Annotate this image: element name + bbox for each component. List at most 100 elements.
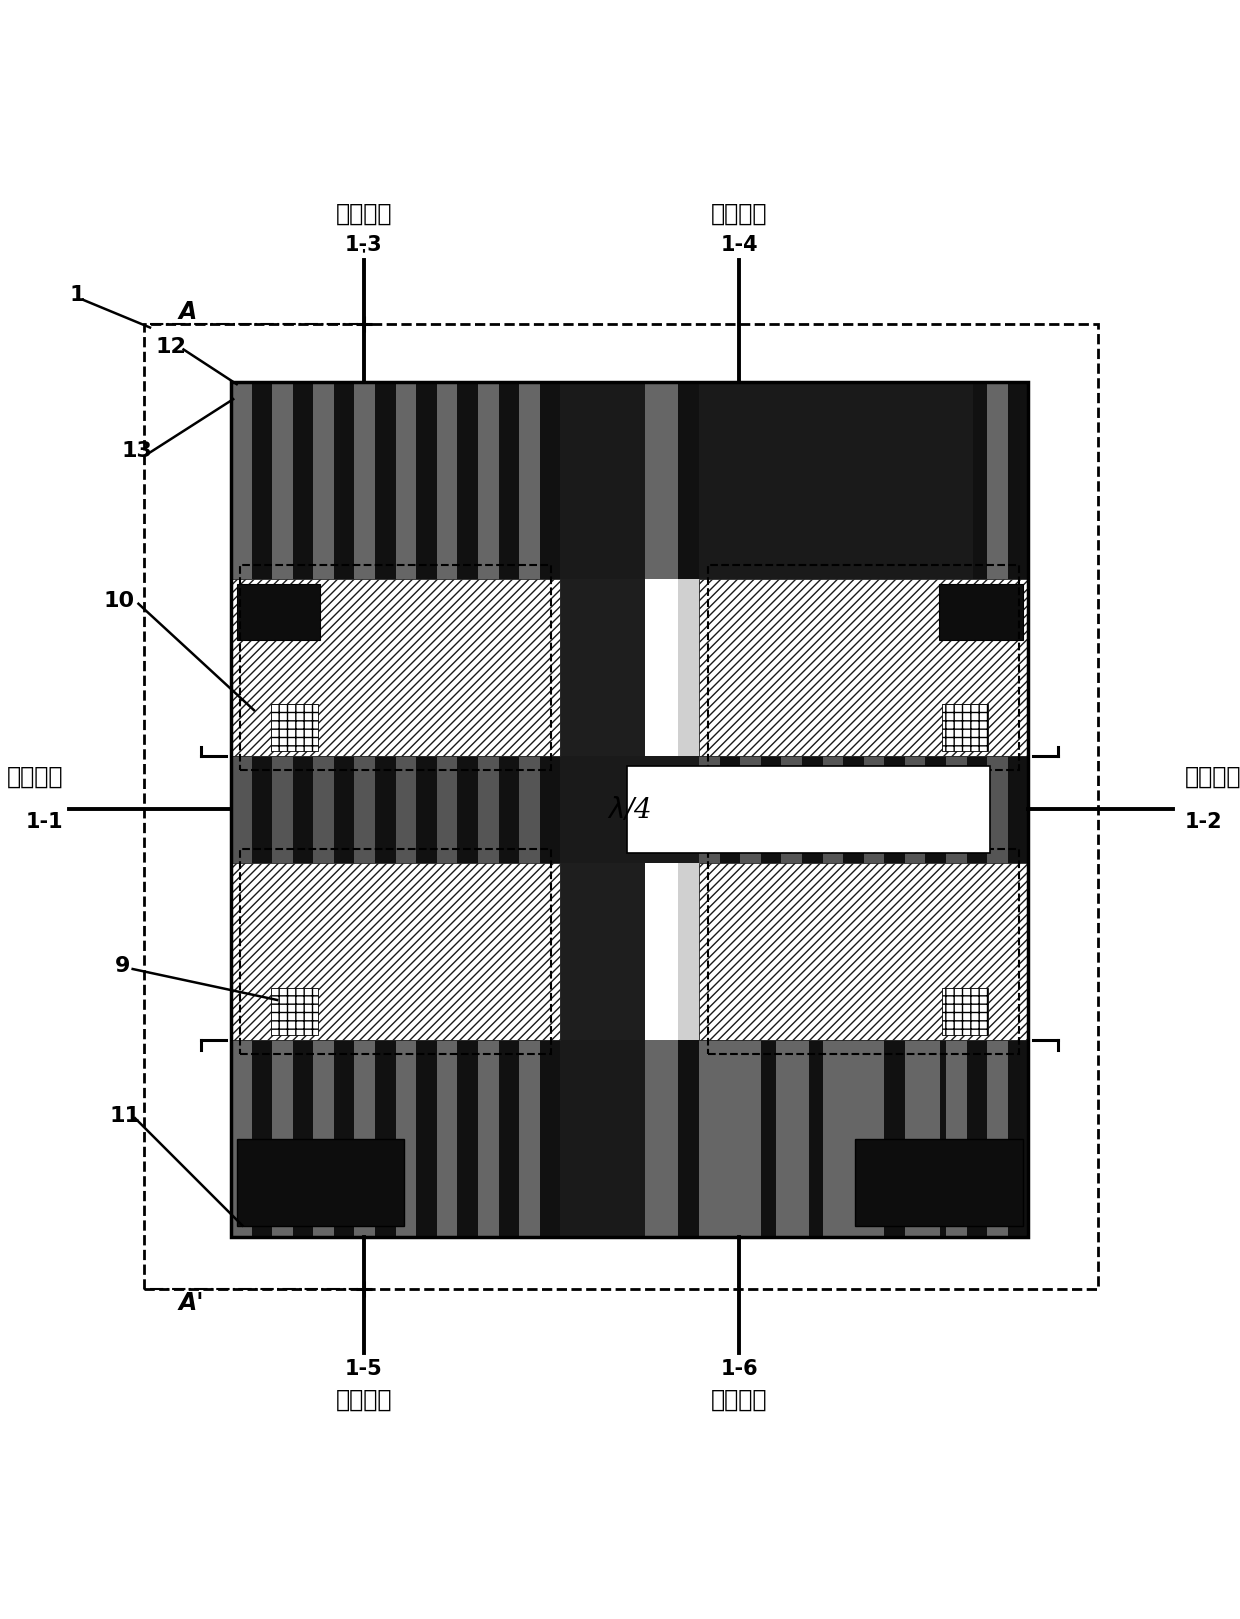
Bar [314, 756, 334, 863]
Bar [231, 1041, 560, 1237]
Bar [946, 382, 967, 578]
Text: 11: 11 [109, 1106, 140, 1125]
Bar [314, 1041, 334, 1237]
Bar [699, 1041, 719, 1237]
Bar [396, 1041, 417, 1237]
Bar [314, 382, 334, 578]
Bar [987, 863, 1008, 1041]
Bar [740, 382, 761, 578]
Text: 第四端口: 第四端口 [712, 202, 768, 225]
Bar [699, 863, 1028, 1041]
Bar [231, 1041, 252, 1237]
Bar [905, 382, 925, 578]
Bar [231, 578, 560, 756]
Bar [987, 756, 1008, 863]
Bar [241, 565, 551, 771]
Bar [699, 382, 719, 578]
Bar [946, 756, 967, 863]
Bar [396, 382, 417, 578]
Bar [314, 578, 334, 756]
Bar [740, 578, 761, 756]
Bar [272, 382, 293, 578]
Bar [905, 756, 925, 863]
Bar [740, 1041, 761, 1237]
Bar [645, 382, 973, 578]
Bar [272, 1041, 293, 1237]
Bar [436, 756, 458, 863]
Bar [520, 382, 539, 578]
Bar [842, 578, 874, 756]
Bar [699, 1041, 1028, 1237]
Bar [272, 578, 293, 756]
Bar [272, 756, 293, 863]
Bar [272, 756, 293, 863]
Bar [645, 382, 677, 578]
Bar [699, 382, 1028, 578]
Bar [740, 1041, 761, 1237]
Bar [776, 1041, 808, 1237]
Bar [396, 578, 417, 756]
Bar [908, 382, 940, 578]
Text: 10: 10 [104, 591, 135, 612]
Bar [355, 382, 374, 578]
Bar [231, 382, 1028, 1237]
Text: 1-5: 1-5 [345, 1358, 383, 1378]
Text: 第二端口: 第二端口 [1184, 764, 1240, 788]
Bar [645, 863, 973, 1041]
Bar [987, 1041, 1008, 1237]
Bar [520, 756, 539, 863]
Bar [396, 1041, 417, 1237]
Bar [231, 863, 252, 1041]
Bar [781, 1041, 802, 1237]
Bar [355, 382, 374, 578]
Bar [396, 756, 417, 863]
Bar [781, 1041, 802, 1237]
Bar [822, 863, 843, 1041]
Bar [711, 863, 743, 1041]
Bar [781, 578, 802, 756]
Text: 1-1: 1-1 [26, 811, 63, 832]
Bar [645, 863, 677, 1041]
Bar [231, 578, 560, 756]
Bar [711, 578, 743, 756]
Bar [822, 1041, 843, 1237]
Bar [355, 1041, 374, 1237]
Bar [520, 382, 539, 578]
Bar [645, 1041, 677, 1237]
Bar [645, 578, 677, 756]
Bar [740, 382, 761, 578]
Bar [905, 1041, 925, 1237]
Text: 1-3: 1-3 [345, 235, 383, 254]
Bar [477, 1041, 498, 1237]
Bar [781, 863, 802, 1041]
Bar [231, 1041, 560, 1237]
Bar [645, 382, 677, 578]
Bar [477, 382, 498, 578]
Bar [776, 863, 808, 1041]
Bar [645, 578, 973, 756]
Bar [842, 382, 874, 578]
Bar [699, 578, 1028, 756]
Bar [842, 1041, 874, 1237]
Text: 1: 1 [69, 285, 84, 304]
Bar [781, 382, 802, 578]
Bar [908, 863, 940, 1041]
Bar [560, 382, 645, 578]
Bar [231, 1041, 252, 1237]
Bar [987, 1041, 1008, 1237]
Text: 13: 13 [122, 442, 153, 461]
Bar [231, 382, 560, 578]
Bar [436, 756, 458, 863]
Bar [905, 863, 925, 1041]
Bar [908, 1041, 940, 1237]
Bar [946, 382, 967, 578]
Bar [822, 382, 843, 578]
Bar [645, 1041, 677, 1237]
Bar [272, 1041, 293, 1237]
Bar [776, 578, 808, 756]
Bar [231, 382, 1028, 578]
Bar [946, 756, 967, 863]
Bar [711, 382, 743, 578]
Bar [864, 756, 884, 863]
Bar [355, 756, 374, 863]
